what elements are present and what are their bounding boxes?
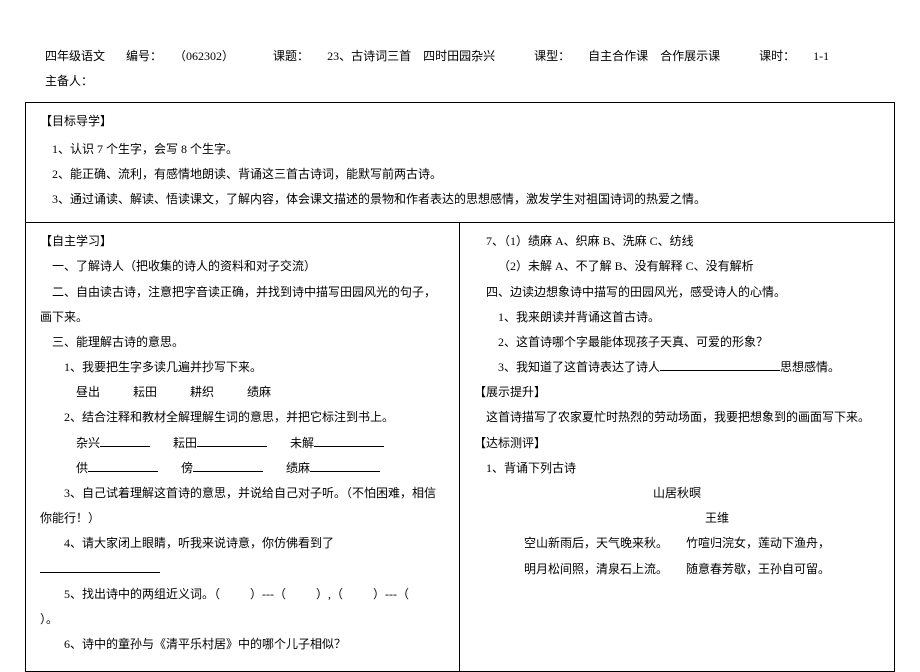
r7a: 7、（1）绩麻 A、织麻 B、洗麻 C、纺线 [474, 229, 880, 254]
t1: 1、背诵下列古诗 [474, 456, 880, 481]
vocab-line-2a: 杂兴 耘田 未解 [40, 431, 445, 456]
right-column: 7、（1）绩麻 A、织麻 B、洗麻 C、纺线 （2）未解 A、不了解 B、没有解… [460, 223, 894, 671]
item-i4: 四、边读边想象诗中描写的田园风光，感受诗人的心情。 [474, 280, 880, 305]
r7b: （2）未解 A、不了解 B、没有解释 C、没有解析 [474, 254, 880, 279]
poem-title: 山居秋暝 [474, 481, 880, 506]
vocab-line-1: 昼出 耘田 耕织 绩麻 [40, 380, 445, 405]
q6: 6、诗中的童孙与《清平乐村居》中的哪个儿子相似？ [40, 632, 445, 657]
topic: 课题：23、古诗词三首 四时田园杂兴 [273, 49, 513, 63]
preparer: 主备人： [45, 74, 93, 88]
show-title: 【展示提升】 [474, 380, 880, 405]
q5: 5、找出诗中的两组近义词。（）---（）,（）---（）。 [40, 582, 445, 632]
self-study-title: 【自主学习】 [40, 229, 445, 254]
q2: 2、结合注释和教材全解理解生词的意思，并把它标注到书上。 [40, 405, 445, 430]
two-column-body: 【自主学习】 一、了解诗人（把收集的诗人的资料和对子交流） 二、自由读古诗，注意… [26, 223, 894, 671]
q4: 4、请大家闭上眼睛，听我来说诗意，你仿佛看到了 [40, 531, 445, 581]
s2: 2、这首诗哪个字最能体现孩子天真、可爱的形象？ [474, 330, 880, 355]
worksheet-frame: 【目标导学】 1、认识 7 个生字，会写 8 个生字。 2、能正确、流利，有感情… [25, 102, 895, 672]
s1: 1、我来朗读并背诵这首古诗。 [474, 305, 880, 330]
goal-1: 1、认识 7 个生字，会写 8 个生字。 [40, 137, 880, 162]
item-i2: 二、自由读古诗，注意把字音读正确，并找到诗中描写田园风光的句子，画下来。 [40, 280, 445, 330]
q1: 1、我要把生字多读几遍并抄写下来。 [40, 355, 445, 380]
item-i3: 三、能理解古诗的意思。 [40, 330, 445, 355]
left-column: 【自主学习】 一、了解诗人（把收集的诗人的资料和对子交流） 二、自由读古诗，注意… [26, 223, 460, 671]
q3: 3、自己试着理解这首诗的意思，并说给自己对子听。（不怕困难，相信你能行！） [40, 481, 445, 531]
show-text: 这首诗描写了农家夏忙时热烈的劳动场面，我要把想象到的画面写下来。 [474, 405, 880, 430]
item-i1: 一、了解诗人（把收集的诗人的资料和对子交流） [40, 254, 445, 279]
type: 课型：自主合作课 合作展示课 [534, 49, 738, 63]
goal-3: 3、通过诵读、解读、悟读课文，了解内容，体会课文描述的景物和作者表达的思想感情，… [40, 187, 880, 212]
poem-line-2: 明月松间照，清泉石上流。 随意春芳歇，王孙自可留。 [474, 557, 880, 582]
poem-author: 王维 [474, 506, 880, 531]
document-header: 四年级语文 编号：（062302） 课题：23、古诗词三首 四时田园杂兴 课型：… [25, 40, 895, 102]
goal-2: 2、能正确、流利，有感情地朗读、背诵这三首古诗词，能默写前两古诗。 [40, 162, 880, 187]
test-title: 【达标测评】 [474, 431, 880, 456]
vocab-line-2b: 供 傍 绩麻 [40, 456, 445, 481]
goals-title: 【目标导学】 [40, 109, 880, 134]
subject: 四年级语文 [45, 49, 105, 63]
period: 课时：1-1 [759, 49, 847, 63]
goals-section: 【目标导学】 1、认识 7 个生字，会写 8 个生字。 2、能正确、流利，有感情… [26, 103, 894, 223]
poem-line-1: 空山新雨后，天气晚来秋。 竹喧归浣女，莲动下渔舟， [474, 531, 880, 556]
s3: 3、我知道了这首诗表达了诗人思想感情。 [474, 355, 880, 380]
code: 编号：（062302） [126, 49, 252, 63]
